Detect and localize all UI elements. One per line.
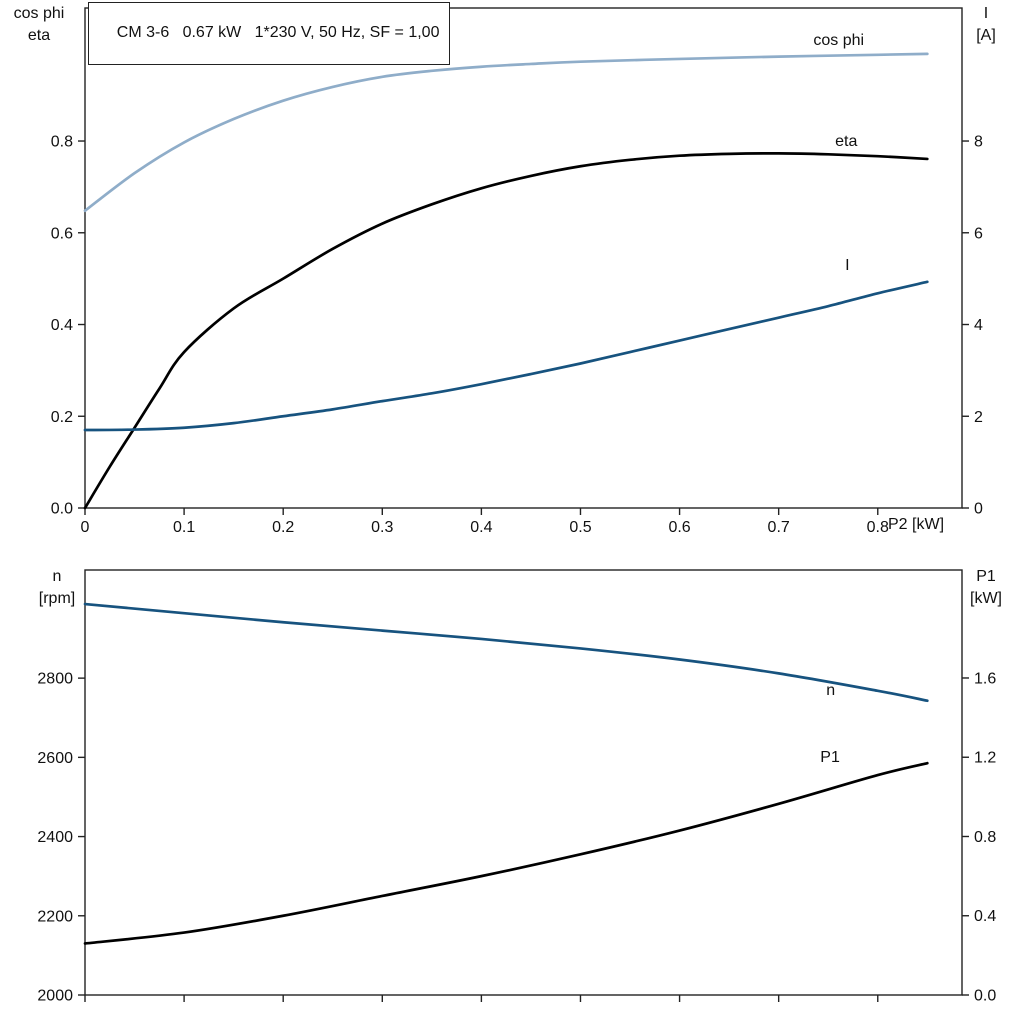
ylabel-speed: n [52, 568, 62, 585]
bottom-right-axis-label: P1 [kW] [958, 566, 1014, 610]
x-tick-label: 0.7 [768, 519, 790, 536]
x-axis-label: P2 [kW] [888, 516, 944, 534]
x-tick-label: 0.1 [173, 519, 195, 536]
ylabel-p1-unit: [kW] [970, 590, 1002, 607]
x-tick-label: 0.8 [867, 519, 889, 536]
x-tick-label: 0.5 [569, 519, 591, 536]
right-tick-label: 4 [974, 317, 983, 334]
left-tick-label: 0.0 [51, 501, 73, 518]
plot-frame [84, 569, 963, 996]
right-tick-label: 2 [974, 409, 983, 426]
chart-title: CM 3-6 0.67 kW 1*230 V, 50 Hz, SF = 1,00 [116, 24, 440, 41]
x-tick-label: 0 [81, 519, 90, 536]
left-tick-label: 0.6 [51, 225, 73, 242]
left-tick-label: 0.4 [51, 317, 73, 334]
right-tick-label: 6 [974, 225, 983, 242]
right-tick-label: 0.8 [974, 829, 996, 846]
curve-label-I: I [845, 257, 849, 274]
right-tick-label: 1.6 [974, 670, 996, 687]
x-tick-label: 0.4 [470, 519, 492, 536]
left-tick-label: 2000 [37, 988, 73, 1005]
ylabel-current: I [983, 5, 989, 22]
ylabel-speed-unit: [rpm] [38, 590, 76, 607]
curve-n [83, 602, 929, 703]
right-tick-label: 8 [974, 134, 983, 151]
top-right-axis-label: I [A] [958, 3, 1014, 47]
bottom-left-axis-label: n [rpm] [26, 566, 88, 610]
curve-label-n: n [826, 682, 835, 699]
left-tick-label: 0.8 [51, 134, 73, 151]
right-tick-label: 0.4 [974, 908, 996, 925]
top-left-axis-label: cos phi eta [6, 3, 72, 47]
ylabel-current-unit: [A] [976, 27, 996, 44]
left-tick-label: 2600 [37, 750, 73, 767]
x-tick-label: 0.3 [371, 519, 393, 536]
title-box: CM 3-6 0.67 kW 1*230 V, 50 Hz, SF = 1,00 [88, 2, 451, 65]
left-tick-label: 2800 [37, 671, 73, 688]
x-tick-label: 0.2 [272, 519, 294, 536]
curve-P1 [83, 761, 929, 945]
curve-cos-phi [83, 52, 929, 213]
left-tick-label: 2400 [37, 829, 73, 846]
plot-frame [84, 7, 963, 509]
xlabel-p2: P2 [kW] [888, 516, 945, 533]
curve-I [83, 280, 929, 432]
right-tick-label: 0.0 [974, 988, 996, 1005]
right-tick-label: 0 [974, 501, 983, 518]
curve-label-eta: eta [835, 133, 857, 150]
ylabel-eta: eta [27, 27, 51, 44]
curve-label-P1: P1 [820, 749, 840, 766]
ylabel-p1: P1 [976, 568, 996, 585]
left-tick-label: 0.2 [51, 409, 73, 426]
curve-label-cos-phi: cos phi [813, 32, 864, 49]
curve-eta [83, 152, 929, 510]
ylabel-cos-phi: cos phi [13, 5, 65, 22]
left-tick-label: 2200 [37, 908, 73, 925]
right-tick-label: 1.2 [974, 750, 996, 767]
x-tick-label: 0.6 [668, 519, 690, 536]
